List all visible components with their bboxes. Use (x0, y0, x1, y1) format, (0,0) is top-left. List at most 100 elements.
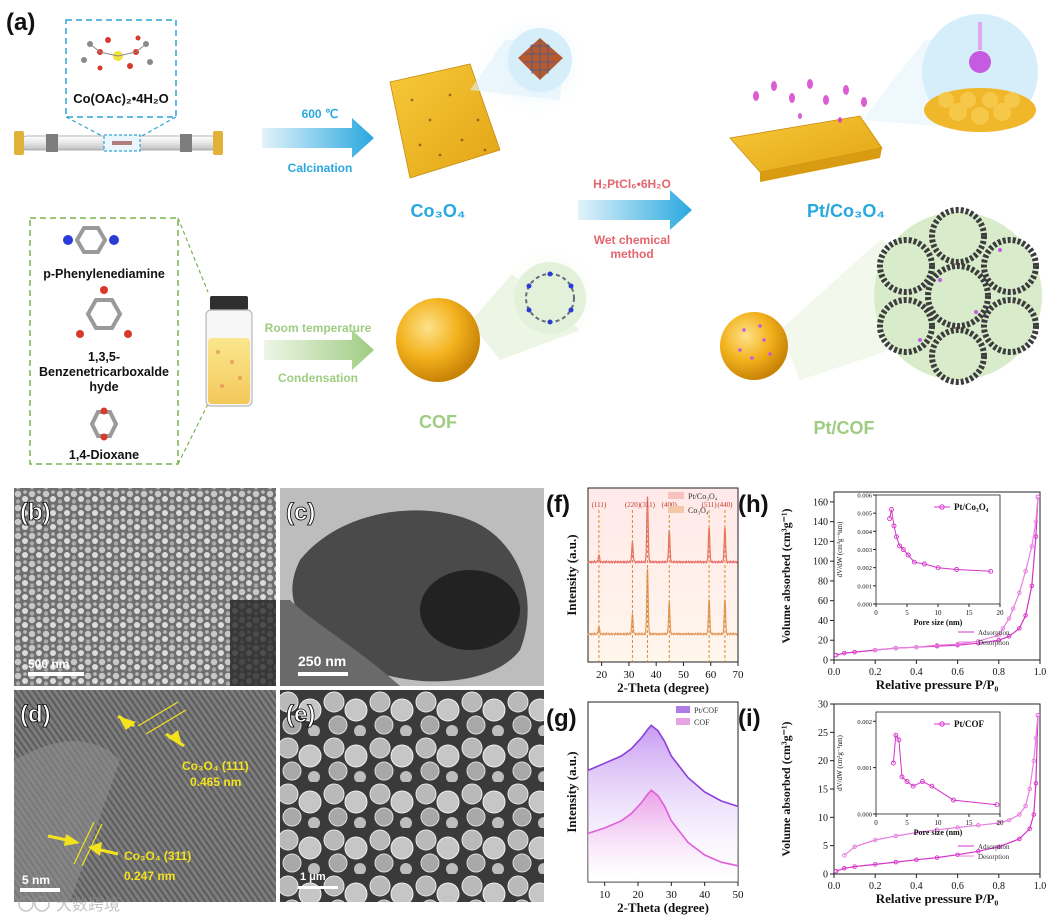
inset-y-tick-label-chart-h: 0.006 (857, 493, 872, 500)
wet-method-line1: Wet chemical (594, 233, 670, 247)
inset-y-tick-label-chart-i: 0.001 (857, 765, 872, 772)
isotherm-point-adsorption (842, 866, 847, 871)
y-axis-label-f: Intensity (a.u.) (564, 534, 579, 615)
inset-point-chart-i (890, 760, 896, 766)
vial-icon (205, 296, 253, 407)
inset-y-label-chart-h: dV/dW (cm³g⁻¹nm) (836, 521, 844, 577)
scale-bar-d (20, 888, 60, 892)
inset-y-tick-label-chart-h: 0.004 (857, 529, 872, 536)
x-tick-label-g: 30 (666, 889, 678, 901)
legend-label-desorption: Desorption (978, 639, 1010, 647)
x-tick-label-chart-i: 0.2 (869, 881, 882, 892)
inset-point-chart-h (935, 565, 941, 571)
peak-label: (511) (702, 501, 718, 509)
isotherm-line-adsorption (835, 496, 1039, 656)
inset-y-label-chart-i: dV/dW (cm³g⁻¹nm) (836, 734, 844, 790)
isotherm-line-adsorption (835, 715, 1039, 872)
cof-framework-zoom-icon (874, 207, 1042, 385)
monomer1-label: p-Phenylenediamine (43, 267, 165, 281)
y-tick-label-chart-i: 10 (818, 813, 828, 824)
cof-sphere-icon (396, 243, 605, 382)
x-tick-label-chart-h: 0.8 (993, 667, 1006, 678)
isotherm-point-desorption (1033, 735, 1039, 741)
isotherm-point-adsorption (914, 857, 919, 863)
inset-point-chart-i (904, 779, 910, 784)
scale-label-c: 250 nm (298, 653, 346, 669)
isotherm-point-desorption (852, 844, 857, 850)
isotherm-point-desorption (1006, 817, 1012, 823)
monomer2-line3: hyde (89, 380, 118, 394)
room-temp-label: Room temperature (265, 321, 372, 335)
panel-a: (a) Co(OAc)₂•4H₂O (6, 7, 1042, 465)
y-tick-label-chart-h: 160 (813, 497, 828, 508)
isotherm-point-desorption (872, 837, 878, 843)
inset-point-chart-h (921, 561, 927, 567)
isotherm-point-desorption (955, 641, 960, 647)
isotherm-point-desorption (914, 830, 919, 835)
legend-swatch-pt-co3o4 (668, 492, 684, 499)
panel-c-label: (c) (286, 499, 315, 526)
inset-x-tick-label-chart-i: 20 (997, 819, 1005, 827)
peak-label: (111) (592, 501, 607, 509)
panel-label-chart-h: (h) (738, 491, 769, 518)
isotherm-point-desorption (893, 645, 899, 651)
isotherm-point-desorption (1023, 568, 1028, 574)
benzenetricarboxaldehyde-molecule-icon (76, 286, 132, 338)
isotherm-point-adsorption (852, 864, 857, 869)
isotherm-point-adsorption (893, 859, 899, 865)
isotherm-point-desorption (1023, 803, 1028, 809)
inset-x-tick-label-chart-i: 5 (905, 819, 909, 827)
dioxane-molecule-icon (89, 407, 119, 441)
y-tick-label-chart-h: 80 (818, 576, 828, 587)
y-axis-label-chart-i: Volume absorbed (cm³g⁻¹) (779, 721, 793, 856)
x-tick-label-chart-i: 1.0 (1034, 881, 1047, 892)
x-tick-label-chart-h: 1.0 (1034, 667, 1047, 678)
inset-x-tick-label-chart-h: 5 (905, 609, 909, 617)
inset-point-chart-h (911, 559, 917, 565)
panel-e: (e) 1 μm (280, 690, 544, 902)
anno1-phase: Co₃O₄ (111) (182, 759, 249, 773)
legend-label-adsorption: Adsorption (978, 629, 1010, 637)
inset-point-chart-h (887, 516, 893, 522)
y-tick-label-chart-h: 100 (813, 557, 828, 568)
anno2-phase: Co₃O₄ (311) (124, 849, 191, 863)
scale-bar-b (28, 672, 84, 676)
inset-legend-marker-chart-h (939, 504, 945, 510)
x-tick-label-chart-h: 0.6 (951, 667, 964, 678)
x-tick-label-g: 20 (633, 889, 645, 901)
legend-label-pt-co3o4: Pt/Co₃O₄ (688, 492, 718, 501)
x-tick-label-chart-i: 0.6 (951, 881, 964, 892)
y-tick-label-chart-h: 60 (818, 596, 828, 607)
area-fill-cof (588, 790, 738, 882)
x-tick-label-f: 30 (623, 669, 635, 681)
legend-swatch-cof (676, 718, 690, 725)
isotherm-line-desorption (843, 715, 1039, 856)
calcination-label: Calcination (288, 161, 353, 175)
inset-x-tick-label-chart-h: 0 (874, 609, 878, 617)
anno2-d: 0.247 nm (124, 869, 175, 883)
panel-c: (c) 250 nm (280, 488, 544, 686)
inset-point-chart-i (899, 774, 905, 780)
legend-label-desorption: Desorption (978, 853, 1010, 861)
monomer2-line2: Benzenetricarboxalde (39, 365, 169, 379)
isotherm-point-adsorption (996, 844, 1002, 850)
isotherm-point-adsorption (1023, 613, 1028, 618)
scale-label-b: 500 nm (28, 657, 69, 671)
precursor-box: Co(OAc)₂•4H₂O (65, 19, 177, 138)
watermark-text: 大数跨境 (56, 895, 120, 914)
condensation-arrow: Room temperature Condensation (264, 321, 374, 385)
isotherm-point-desorption (955, 825, 960, 830)
pt-co3o4-label: Pt/Co₃O₄ (807, 201, 885, 221)
phenylenediamine-molecule-icon (63, 226, 119, 254)
x-tick-label-f: 20 (596, 669, 608, 681)
crystal-lattice-icon (508, 28, 572, 92)
y-tick-label-chart-h: 20 (818, 636, 828, 647)
isotherm-point-adsorption (1017, 626, 1022, 631)
inset-y-tick-label-chart-i: 0.000 (857, 812, 872, 819)
scale-label-e: 1 μm (300, 871, 326, 883)
isotherm-point-desorption (1029, 544, 1035, 549)
inset-x-tick-label-chart-h: 15 (966, 609, 974, 617)
peak-label: (440) (717, 501, 733, 509)
